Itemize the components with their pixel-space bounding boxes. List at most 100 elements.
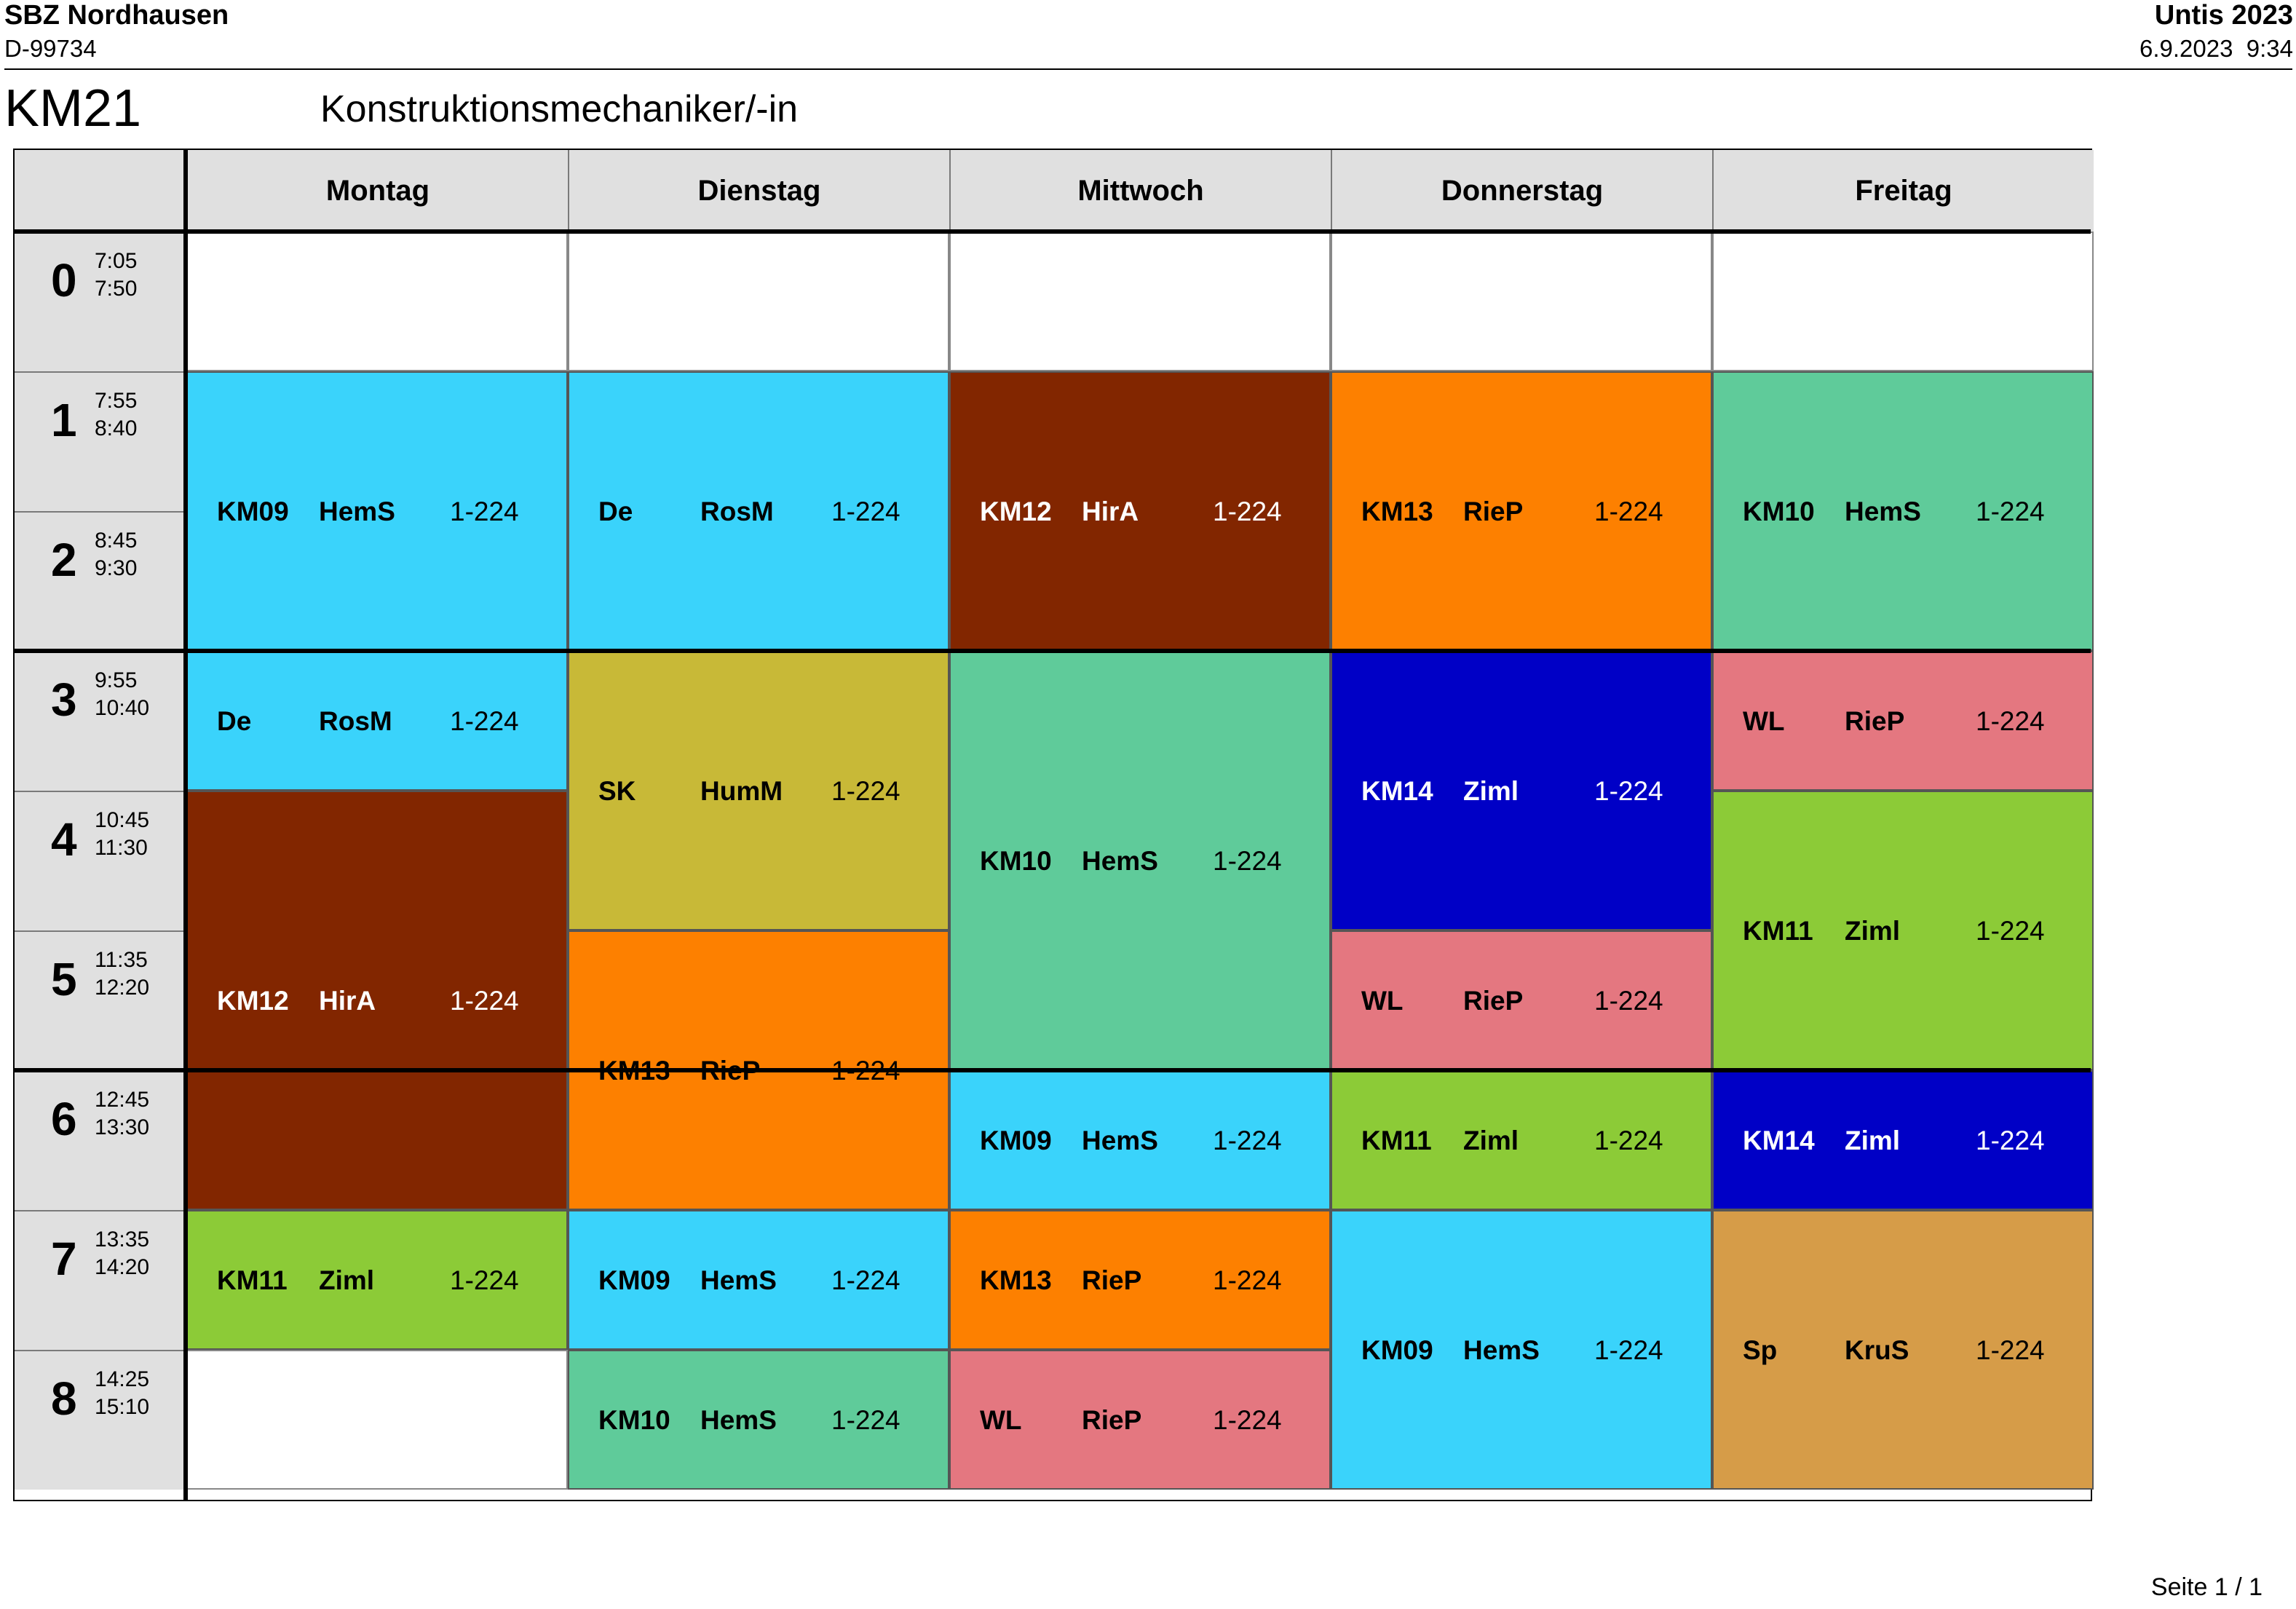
day-header-donnerstag: Donnerstag [1331,150,1712,232]
lesson-subject: Sp [1743,1335,1778,1365]
timetable-grid: Montag Dienstag Mittwoch Donnerstag Freitag 0… [13,149,2094,1501]
lesson-room: 1-224 [1976,1335,2045,1365]
period-column-divider [183,150,188,1500]
lesson-cell[interactable]: KM12 HirA 1-224 [949,371,1331,651]
empty-slot [568,232,949,371]
period-end-time: 11:30 [95,836,148,860]
period-start-time: 12:45 [95,1088,150,1112]
lesson-cell[interactable]: KM09 HemS 1-224 [949,1070,1331,1210]
period-start-time: 14:25 [95,1367,150,1391]
lesson-teacher: RieP [1082,1265,1142,1295]
day-header-mittwoch: Mittwoch [949,150,1331,232]
period-number: 8 [51,1372,77,1425]
period-number: 4 [51,813,77,866]
lesson-room: 1-224 [1594,497,1663,526]
lesson-cell[interactable]: KM10 HemS 1-224 [568,1350,949,1490]
period-end-time: 10:40 [95,696,150,720]
empty-slot [949,232,1331,371]
lesson-teacher: Ziml [1463,776,1519,806]
lesson-subject: KM13 [980,1265,1052,1295]
lesson-cell[interactable]: KM11 Ziml 1-224 [186,1210,568,1350]
day-header-dienstag: Dienstag [568,150,949,232]
break-divider-2 [15,1068,2091,1072]
period-label-2: 2 8:45 9:30 [15,511,183,651]
lesson-cell[interactable]: KM11 Ziml 1-224 [1331,1070,1712,1210]
lesson-cell[interactable]: WL RieP 1-224 [1331,930,1712,1070]
class-name: Konstruktionsmechaniker/-in [320,88,799,130]
lesson-teacher: HemS [1463,1335,1540,1365]
period-number: 6 [51,1093,77,1145]
period-start-time: 9:55 [95,668,138,692]
lesson-room: 1-224 [1213,846,1282,876]
lesson-cell[interactable]: De RosM 1-224 [186,651,568,791]
lesson-subject: KM14 [1743,1126,1815,1155]
school-id: D-99734 [4,35,97,62]
lesson-teacher: Ziml [1845,916,1901,946]
page-footer: Seite 1 / 1 [2150,1573,2263,1601]
lesson-room: 1-224 [1213,1265,1282,1295]
lesson-cell[interactable]: KM14 Ziml 1-224 [1331,651,1712,930]
lesson-cell[interactable]: KM11 Ziml 1-224 [1712,791,2094,1070]
lesson-subject: KM10 [598,1405,670,1435]
period-number: 1 [51,394,77,446]
period-label-5: 5 11:35 12:20 [15,930,183,1070]
lesson-room: 1-224 [831,776,900,806]
lesson-room: 1-224 [1213,1405,1282,1435]
empty-slot [186,232,568,371]
school-name: SBZ Nordhausen [4,0,229,31]
lesson-subject: KM09 [1361,1335,1433,1365]
lesson-cell[interactable]: KM09 HemS 1-224 [186,371,568,651]
lesson-teacher: Ziml [1845,1126,1901,1155]
period-end-time: 12:20 [95,976,150,1000]
period-end-time: 9:30 [95,556,138,580]
lesson-room: 1-224 [1594,776,1663,806]
lesson-subject: WL [1743,706,1785,736]
empty-slot [186,1350,568,1490]
lesson-cell[interactable]: De RosM 1-224 [568,371,949,651]
period-label-4: 4 10:45 11:30 [15,791,183,930]
period-start-time: 13:35 [95,1227,150,1252]
lesson-cell[interactable]: KM14 Ziml 1-224 [1712,1070,2094,1210]
lesson-cell[interactable]: KM10 HemS 1-224 [949,651,1331,1070]
period-label-8: 8 14:25 15:10 [15,1350,183,1490]
lesson-teacher: RieP [1463,497,1524,526]
period-start-time: 8:45 [95,529,138,553]
lesson-cell[interactable]: KM09 HemS 1-224 [568,1210,949,1350]
lesson-room: 1-224 [1976,916,2045,946]
lesson-cell[interactable]: KM13 RieP 1-224 [1331,371,1712,651]
lesson-cell[interactable]: WL RieP 1-224 [949,1350,1331,1490]
lesson-subject: KM09 [598,1265,670,1295]
lesson-subject: De [217,706,252,736]
lesson-subject: KM10 [980,846,1052,876]
lesson-subject: KM09 [980,1126,1052,1155]
class-code: KM21 [4,79,142,138]
lesson-teacher: RosM [700,497,774,526]
period-label-7: 7 13:35 14:20 [15,1210,183,1350]
lesson-teacher: RieP [1082,1405,1142,1435]
break-divider-1 [15,649,2091,653]
lesson-teacher: HemS [700,1265,777,1295]
empty-slot [1331,232,1712,371]
lesson-cell[interactable]: KM13 RieP 1-224 [949,1210,1331,1350]
period-number: 7 [51,1233,77,1285]
lesson-room: 1-224 [1213,497,1282,526]
lesson-room: 1-224 [831,497,900,526]
lesson-cell[interactable]: KM09 HemS 1-224 [1331,1210,1712,1490]
lesson-cell[interactable]: KM10 HemS 1-224 [1712,371,2094,651]
lesson-teacher: KruS [1845,1335,1909,1365]
lesson-cell[interactable]: SK HumM 1-224 [568,651,949,930]
period-label-1: 1 7:55 8:40 [15,371,183,511]
lesson-cell[interactable]: WL RieP 1-224 [1712,651,2094,791]
day-header-freitag: Freitag [1712,150,2094,232]
app-name: Untis 2023 [2154,0,2293,31]
lesson-room: 1-224 [1594,986,1663,1016]
lesson-cell[interactable]: Sp KruS 1-224 [1712,1210,2094,1490]
lesson-subject: KM12 [217,986,289,1016]
lesson-room: 1-224 [831,1405,900,1435]
lesson-subject: WL [980,1405,1022,1435]
lesson-teacher: HemS [1082,846,1158,876]
period-number: 5 [51,953,77,1005]
empty-slot [1712,232,2094,371]
period-number: 3 [51,673,77,726]
lesson-cell[interactable]: KM12 HirA 1-224 [186,791,568,1210]
